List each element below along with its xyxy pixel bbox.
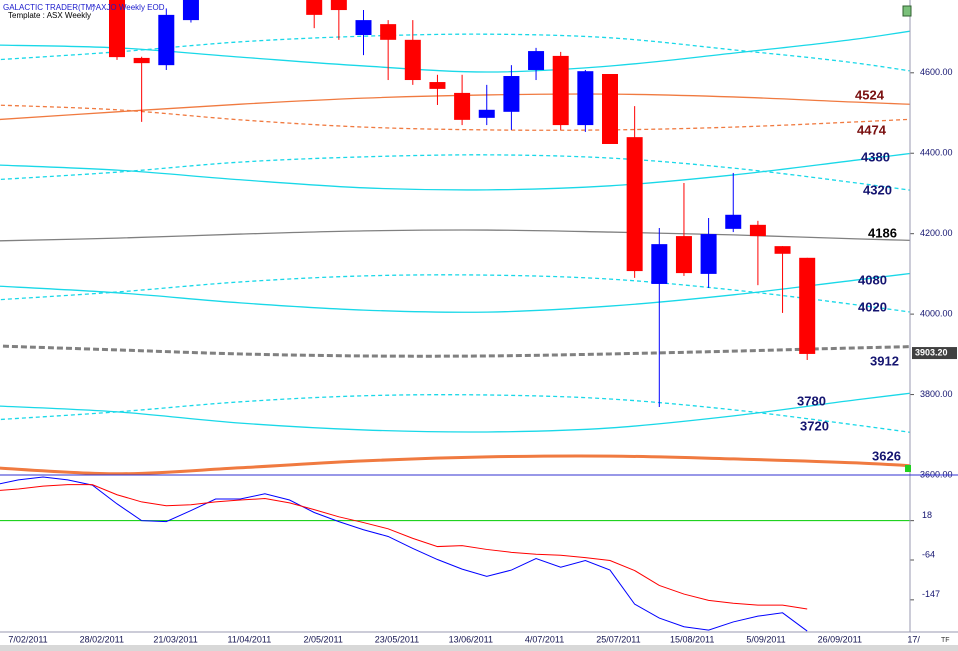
candle-body — [577, 71, 594, 126]
scroll-marker — [905, 465, 911, 472]
last-price-box — [912, 347, 957, 360]
candle-body — [602, 74, 618, 144]
indicator-curve — [0, 454, 910, 475]
indicator-curve — [0, 30, 910, 73]
curve-label: 4524 — [855, 87, 885, 102]
x-tick-label: 25/07/2011 — [596, 634, 640, 644]
curve-label: 4320 — [863, 182, 892, 197]
template: Template : ASX Weekly — [8, 11, 91, 20]
candle-body — [700, 234, 717, 274]
x-tick-label: 17/ — [907, 634, 920, 644]
candle-body — [109, 0, 125, 58]
x-tick-label: 21/03/2011 — [153, 634, 197, 644]
oscillator-line — [0, 476, 808, 632]
y-tick-label: 4000.00 — [920, 308, 953, 318]
candle-body — [306, 0, 323, 15]
candle-body — [355, 20, 372, 35]
candle-body — [503, 76, 520, 112]
candle-body — [725, 214, 742, 229]
y-tick-label: 3800.00 — [920, 389, 953, 399]
curve-label: 4474 — [857, 122, 887, 137]
y-tick-label: 3600.00 — [920, 469, 953, 479]
candle-body — [182, 0, 199, 21]
x-tick-label: 15/08/2011 — [670, 634, 714, 644]
timeframe-button[interactable]: TF — [941, 637, 950, 644]
indicator-curve — [0, 104, 910, 131]
x-tick-label: 11/04/2011 — [228, 634, 272, 644]
curve-label: 3912 — [870, 353, 899, 368]
symbol: ^AXJO Weekly EOD — [92, 3, 165, 12]
candle-body — [552, 55, 569, 126]
curve-label: 4186 — [868, 225, 897, 240]
indicator-curve — [0, 33, 910, 72]
candle-body — [774, 246, 791, 254]
indicator-curve — [0, 392, 910, 433]
x-tick-label: 13/06/2011 — [449, 634, 493, 644]
app-title: GALACTIC TRADER(TM) — [3, 3, 95, 12]
status-strip — [0, 645, 958, 651]
candle-body — [133, 57, 150, 64]
indicator-curve — [0, 394, 910, 433]
candle-body — [651, 244, 668, 284]
curve-label: 3720 — [800, 418, 829, 433]
candle-body — [429, 82, 446, 89]
x-tick-label: 7/02/2011 — [8, 634, 47, 644]
x-tick-label: 2/05/2011 — [304, 634, 343, 644]
candle-body — [158, 14, 175, 66]
curve-label: 3626 — [872, 448, 901, 463]
x-tick-label: 23/05/2011 — [375, 634, 419, 644]
candle-body — [454, 92, 471, 120]
x-tick-label: 28/02/2011 — [80, 634, 124, 644]
x-tick-label: 5/09/2011 — [746, 634, 785, 644]
candle-body — [380, 24, 397, 40]
curve-label: 3780 — [797, 393, 826, 408]
candle-body — [675, 236, 692, 274]
curve-label: 4020 — [858, 299, 887, 314]
indicator-curve — [0, 274, 910, 313]
y-tick-label: 4200.00 — [920, 228, 953, 238]
y-tick-label: 4400.00 — [920, 148, 953, 158]
curve-label: 4080 — [858, 272, 887, 287]
candle-body — [330, 0, 347, 11]
y-tick-label: 4600.00 — [920, 67, 953, 77]
osc-tick-label: 18 — [922, 510, 932, 520]
candle-body — [478, 109, 495, 118]
candle-body — [749, 224, 766, 237]
corner-button[interactable] — [902, 5, 912, 17]
candle-body — [626, 137, 643, 272]
osc-tick-label: -64 — [922, 549, 935, 559]
x-tick-label: 4/07/2011 — [525, 634, 564, 644]
indicator-curve — [0, 152, 910, 191]
osc-tick-label: -147 — [922, 589, 940, 599]
candle-body — [404, 39, 421, 81]
indicator-curve — [0, 229, 910, 242]
candle-body — [528, 51, 545, 70]
curve-label: 4380 — [861, 149, 890, 164]
last-price-label: 3903.20 — [915, 347, 948, 357]
x-tick-label: 26/09/2011 — [818, 634, 862, 644]
indicator-curve — [0, 272, 910, 313]
candle-body — [799, 257, 816, 354]
indicator-curve — [0, 154, 910, 191]
oscillator-line — [0, 484, 808, 610]
